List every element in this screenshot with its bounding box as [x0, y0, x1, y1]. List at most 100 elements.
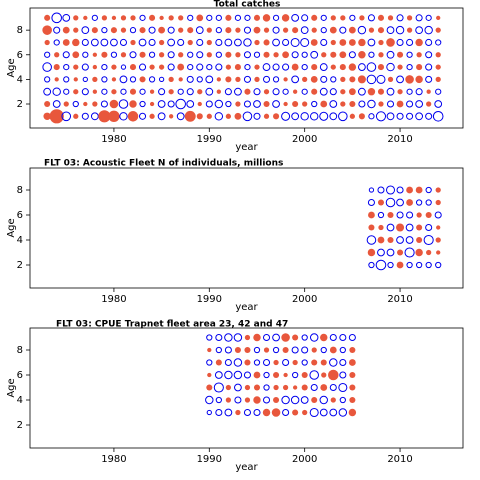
bubble — [339, 26, 347, 34]
bubble — [243, 100, 251, 108]
bubble — [377, 64, 385, 71]
bubble — [425, 261, 432, 269]
bubble — [387, 76, 394, 83]
bubble — [349, 100, 356, 108]
bubble — [406, 261, 413, 269]
bubble — [224, 333, 233, 342]
bubble — [235, 101, 241, 107]
bubble — [263, 89, 270, 95]
bubble — [129, 88, 137, 95]
bubble — [73, 15, 79, 21]
bubble — [262, 63, 271, 71]
bubble — [415, 186, 423, 194]
bubble — [44, 100, 51, 108]
bubble — [436, 15, 441, 20]
bubble — [197, 89, 203, 95]
bubble — [301, 51, 308, 58]
bubble — [366, 62, 377, 72]
bubble — [139, 76, 146, 83]
bubble — [273, 52, 279, 58]
y-tick-label: 2 — [17, 420, 23, 431]
bubble — [272, 333, 280, 342]
y-tick-label: 6 — [17, 210, 23, 221]
bubble — [111, 15, 117, 20]
bubble — [283, 372, 288, 378]
bubble — [82, 51, 89, 58]
bubble — [90, 112, 99, 121]
bubble — [396, 223, 405, 232]
bubble — [234, 14, 242, 21]
bubble — [224, 370, 233, 380]
bubble — [358, 113, 365, 120]
bubble — [262, 14, 271, 22]
bubble — [73, 27, 79, 33]
bubble — [98, 110, 111, 123]
bubble — [309, 407, 319, 418]
bubble — [253, 26, 261, 34]
bubble — [358, 51, 366, 59]
bubble — [262, 333, 271, 342]
bubble — [368, 187, 375, 193]
bubble — [263, 371, 270, 379]
y-tick-label: 4 — [17, 395, 23, 406]
bubble — [320, 27, 327, 34]
bubble — [319, 408, 328, 417]
bubble — [301, 88, 308, 95]
bubble — [432, 111, 444, 122]
bubble — [367, 198, 375, 207]
bubble — [81, 38, 89, 46]
x-tick-label: 1980 — [101, 294, 126, 305]
bubble — [120, 27, 127, 33]
bubble — [244, 63, 251, 71]
bubble — [244, 397, 251, 403]
bubble — [233, 370, 243, 380]
bubble — [292, 334, 299, 341]
bubble — [301, 371, 308, 379]
bubble — [435, 187, 441, 193]
bubble — [329, 383, 337, 392]
bubble — [262, 75, 271, 83]
bubble — [435, 39, 442, 46]
bubble — [282, 27, 289, 33]
bubble — [91, 27, 98, 34]
bubble — [81, 112, 89, 120]
bubble — [224, 408, 233, 417]
bubble — [206, 39, 212, 46]
bubble — [167, 63, 175, 71]
bubble — [196, 63, 204, 71]
bubble — [339, 64, 346, 71]
bubble — [254, 39, 260, 46]
bubble — [368, 261, 375, 269]
bubble — [139, 14, 146, 21]
bubble — [101, 76, 108, 83]
bubble — [111, 77, 117, 82]
bubble — [320, 75, 328, 83]
bubble — [139, 100, 146, 108]
bubble — [100, 38, 109, 47]
bubble — [273, 396, 280, 404]
bubble — [377, 211, 385, 219]
bubble — [301, 359, 308, 366]
bubble — [328, 369, 339, 381]
bubble — [283, 101, 288, 107]
bubble — [101, 27, 108, 34]
bubble — [320, 359, 327, 366]
bubble — [282, 346, 289, 354]
bubble — [205, 100, 213, 108]
x-tick-label: 1990 — [197, 294, 222, 305]
bubble — [405, 236, 414, 244]
bubble — [101, 88, 108, 95]
bubble — [120, 88, 127, 95]
bubble — [225, 64, 232, 70]
bubble — [273, 113, 280, 120]
bubble — [348, 88, 356, 96]
bubble — [358, 87, 366, 96]
bubble — [244, 384, 251, 391]
bubble — [100, 100, 108, 108]
bubble — [139, 88, 146, 95]
x-tick-label: 1980 — [101, 134, 126, 145]
bubble — [404, 247, 415, 258]
bubble — [263, 113, 270, 119]
bubble — [425, 211, 432, 219]
bubble — [253, 346, 261, 354]
